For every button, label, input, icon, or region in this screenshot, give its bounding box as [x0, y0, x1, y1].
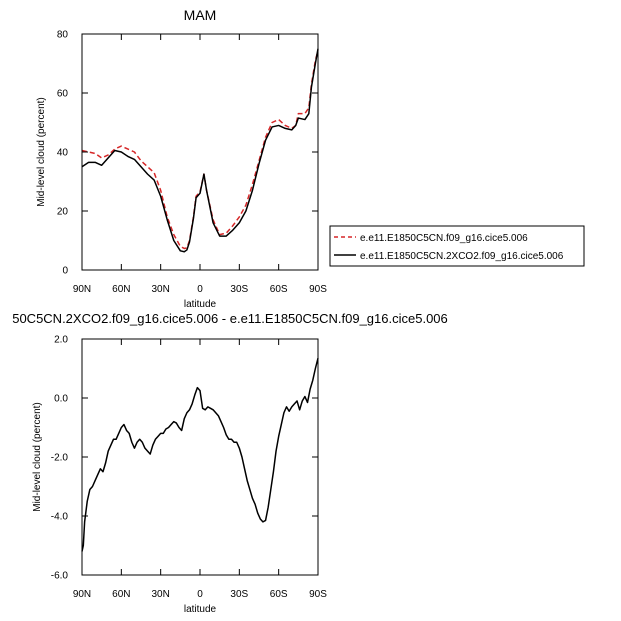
y-axis-label: Mid-level cloud (percent) [32, 402, 43, 512]
top-x-tick-label: 90N [73, 284, 91, 295]
bottom-x-tick-label: 60S [270, 589, 288, 600]
plot-frame [81, 33, 319, 271]
top-series-line-0 [81, 50, 319, 250]
bottom-y-tick-label: 0.0 [54, 394, 68, 405]
series-layer [81, 357, 319, 552]
top-x-tick-label: 60S [270, 284, 288, 295]
top-x-tick-label: 90S [309, 284, 327, 295]
top-series-line-1 [81, 48, 319, 253]
bottom-y-tick-label: -4.0 [51, 512, 69, 523]
top-x-tick-label: 30N [151, 284, 169, 295]
top-y-tick-label: 40 [57, 148, 69, 159]
chart-title: MAM [184, 7, 217, 23]
top-x-tick-label: 30S [230, 284, 248, 295]
top-y-tick-label: 0 [62, 266, 68, 277]
bottom-x-tick-label: 0 [197, 589, 203, 600]
x-axis-label: latitude [184, 604, 217, 615]
legend-box [329, 225, 585, 267]
x-axis-ticks: 90N 60N 30N 0 30S 60S 90S [73, 34, 327, 295]
top-y-tick-label: 20 [57, 207, 69, 218]
difference-chart-title: 50C5CN.2XCO2.f09_g16.cice5.006 - e.e11.E… [12, 311, 448, 326]
x-axis-label: latitude [184, 299, 217, 310]
legend: e.e11.E1850C5CN.f09_g16.cice5.006 e.e11.… [329, 225, 585, 267]
legend-label-2xco2: e.e11.E1850C5CN.2XCO2.f09_g16.cice5.006 [360, 251, 564, 262]
bottom-x-tick-label: 30N [151, 589, 169, 600]
bottom-y-tick-label: 2.0 [54, 335, 68, 346]
top-x-tick-label: 0 [197, 284, 203, 295]
y-axis-label: Mid-level cloud (percent) [36, 97, 47, 207]
top-y-tick-label: 80 [57, 30, 69, 41]
bottom-x-tick-label: 90S [309, 589, 327, 600]
bottom-y-tick-label: -6.0 [51, 571, 69, 582]
top-y-tick-label: 60 [57, 89, 69, 100]
y-axis-ticks: 0 20 40 60 80 [57, 30, 318, 277]
bottom-chart-panel: 50C5CN.2XCO2.f09_g16.cice5.006 - e.e11.E… [12, 311, 448, 615]
plot-frame [81, 338, 319, 576]
bottom-x-tick-label: 30S [230, 589, 248, 600]
x-axis-ticks: 90N 60N 30N 0 30S 60S 90S [73, 339, 327, 600]
legend-label-control: e.e11.E1850C5CN.f09_g16.cice5.006 [360, 233, 528, 244]
bottom-x-tick-label: 60N [112, 589, 130, 600]
top-x-tick-label: 60N [112, 284, 130, 295]
top-chart-panel: MAM 90N 60N 30N 0 30S 60S 90S 0 20 40 60 80 latitu… [36, 7, 327, 310]
bottom-x-tick-label: 90N [73, 589, 91, 600]
bottom-series-line-0 [81, 357, 319, 552]
bottom-y-tick-label: -2.0 [51, 453, 69, 464]
y-axis-ticks: -6.0 -4.0 -2.0 0.0 2.0 [51, 335, 318, 582]
series-layer [81, 48, 319, 253]
